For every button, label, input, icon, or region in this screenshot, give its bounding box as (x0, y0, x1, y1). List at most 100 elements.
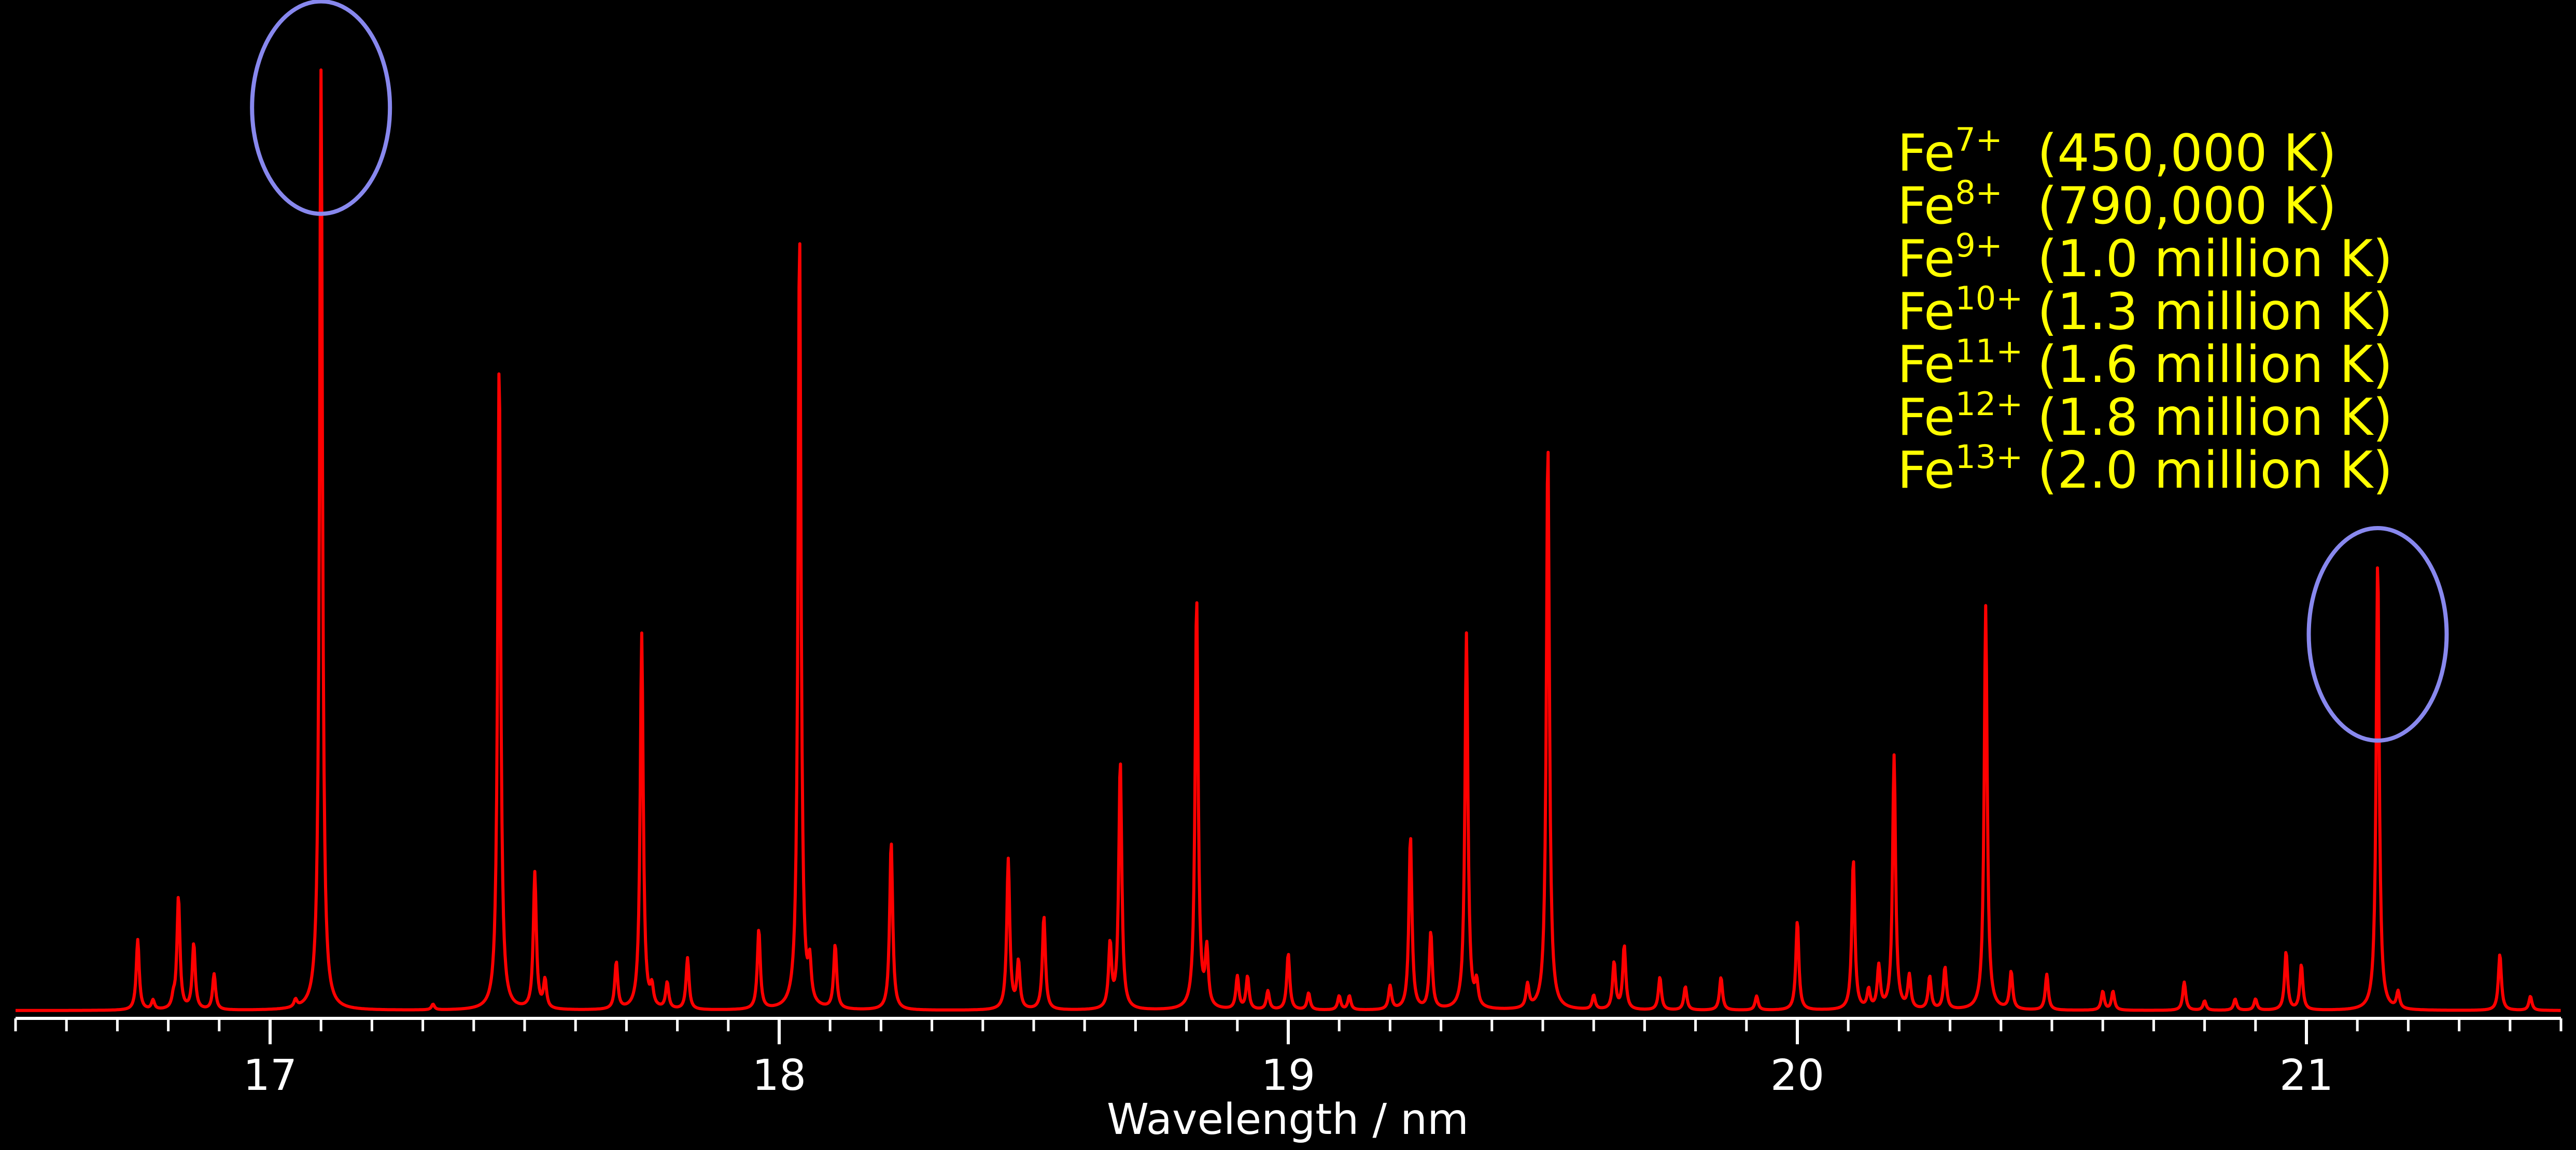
peak-point-51 (1853, 860, 1854, 861)
peak-point-53 (1878, 968, 1879, 969)
legend-ion: Fe (1897, 124, 1955, 183)
peak-point-16 (687, 958, 688, 959)
legend-temperature: (790,000 K) (2037, 177, 2337, 236)
peak-point-62 (2113, 991, 2114, 992)
peak-point-20 (835, 946, 836, 947)
peak-point-29 (1237, 977, 1238, 978)
peak-point-68 (2301, 965, 2302, 966)
peak-point-36 (1389, 987, 1390, 988)
legend-charge: 10+ (1955, 279, 2023, 317)
peak-point-1 (152, 1001, 153, 1002)
legend-ion: Fe (1897, 388, 1955, 447)
ion-legend: Fe7+ (450,000 K) Fe8+ (790,000 K) Fe9+ (1.0… (1897, 124, 2393, 500)
peak-point-37 (1410, 836, 1411, 837)
peak-point-49 (1756, 996, 1757, 997)
legend-charge: 9+ (1955, 226, 2003, 264)
spectrum-series (15, 68, 2561, 1012)
peak-point-25 (1109, 946, 1110, 947)
peak-point-64 (2204, 1001, 2205, 1002)
peak-point-63 (2184, 982, 2185, 983)
peak-point-24 (1044, 916, 1045, 917)
legend-charge: 11+ (1955, 332, 2023, 370)
peak-point-52 (1868, 991, 1869, 992)
legend-row-fe10: Fe10+ (1.3 million K) (1897, 282, 2392, 339)
peak-point-43 (1593, 996, 1594, 997)
legend-row-fe7: Fe7+ (450,000 K) (1897, 124, 2392, 183)
peak-point-21 (891, 841, 892, 842)
peak-point-11 (544, 982, 545, 983)
legend-temperature: (450,000 K) (2037, 124, 2337, 183)
highlight-circles (250, 0, 2449, 743)
peak-point-66 (2255, 999, 2256, 1000)
x-tick-label: 17 (243, 1051, 297, 1100)
peak-point-19 (809, 972, 810, 973)
legend-row-fe9: Fe9+ (1.0 million K) (1897, 230, 2393, 289)
x-tick-label: 18 (752, 1051, 806, 1100)
legend-ion: Fe (1897, 230, 1955, 289)
peak-point-57 (1945, 968, 1946, 969)
peak-point-48 (1721, 977, 1722, 978)
peak-point-31 (1268, 991, 1269, 992)
peak-point-18 (799, 230, 800, 231)
x-tick-label: 19 (1261, 1051, 1315, 1100)
peak-point-67 (2286, 952, 2287, 953)
peak-point-33 (1308, 993, 1309, 994)
legend-charge: 13+ (1955, 438, 2023, 476)
peak-point-14 (652, 991, 653, 992)
legend-ion: Fe (1897, 282, 1955, 342)
peak-point-6 (295, 1003, 296, 1004)
peak-point-8 (432, 1004, 433, 1005)
legend-charge: 8+ (1955, 174, 2003, 211)
peak-point-41 (1527, 987, 1528, 988)
peak-point-65 (2235, 999, 2236, 1000)
peak-point-28 (1206, 954, 1207, 955)
peak-point-47 (1685, 987, 1686, 988)
peak-point-35 (1349, 996, 1350, 997)
legend-row-fe13: Fe13+ (2.0 million K) (1897, 441, 2393, 500)
peak-point-34 (1339, 996, 1340, 997)
peak-point-59 (2010, 972, 2011, 973)
highlight-circle-1 (250, 0, 392, 216)
peak-point-32 (1288, 954, 1289, 955)
peak-point-39 (1466, 634, 1467, 635)
peak-point-5 (214, 974, 215, 975)
legend-temperature: (2.0 million K) (2037, 441, 2393, 500)
legend-row-fe12: Fe12+ (1.8 million K) (1897, 388, 2393, 447)
legend-ion: Fe (1897, 335, 1955, 394)
peak-point-71 (2499, 954, 2500, 955)
peak-point-58 (1985, 606, 1986, 607)
peak-point-70 (2398, 993, 2399, 994)
x-tick-label: 20 (1770, 1051, 1824, 1100)
highlight-circle-2 (2306, 526, 2449, 743)
peak-point-17 (758, 930, 759, 931)
spectrum-line (15, 68, 2561, 1012)
legend-temperature: (1.6 million K) (2037, 335, 2393, 394)
peak-point-46 (1659, 977, 1660, 978)
peak-point-38 (1430, 933, 1431, 934)
peak-point-69 (2377, 559, 2378, 560)
peak-point-42 (1547, 441, 1549, 442)
peak-point-45 (1624, 946, 1625, 947)
peak-point-12 (616, 963, 617, 964)
peak-point-54 (1894, 756, 1895, 757)
peak-point-3 (178, 897, 179, 898)
peak-point-10 (534, 874, 536, 875)
peak-point-44 (1614, 963, 1615, 964)
peak-point-2 (173, 1001, 174, 1002)
peak-point-40 (1476, 987, 1477, 988)
legend-charge: 7+ (1955, 121, 2003, 159)
legend-temperature: (1.0 million K) (2037, 230, 2393, 289)
peak-point-50 (1797, 921, 1798, 922)
legend-temperature: (1.8 million K) (2037, 388, 2393, 447)
peak-point-56 (1929, 977, 1930, 978)
peak-point-60 (2046, 974, 2047, 975)
peak-point-9 (499, 361, 500, 362)
peak-point-27 (1196, 596, 1197, 597)
peak-point-4 (193, 944, 194, 945)
peak-point-30 (1247, 977, 1248, 978)
legend-ion: Fe (1897, 441, 1955, 500)
peak-point-72 (2530, 996, 2531, 997)
x-tick-label: 21 (2279, 1051, 2333, 1100)
peak-point-61 (2102, 991, 2103, 992)
